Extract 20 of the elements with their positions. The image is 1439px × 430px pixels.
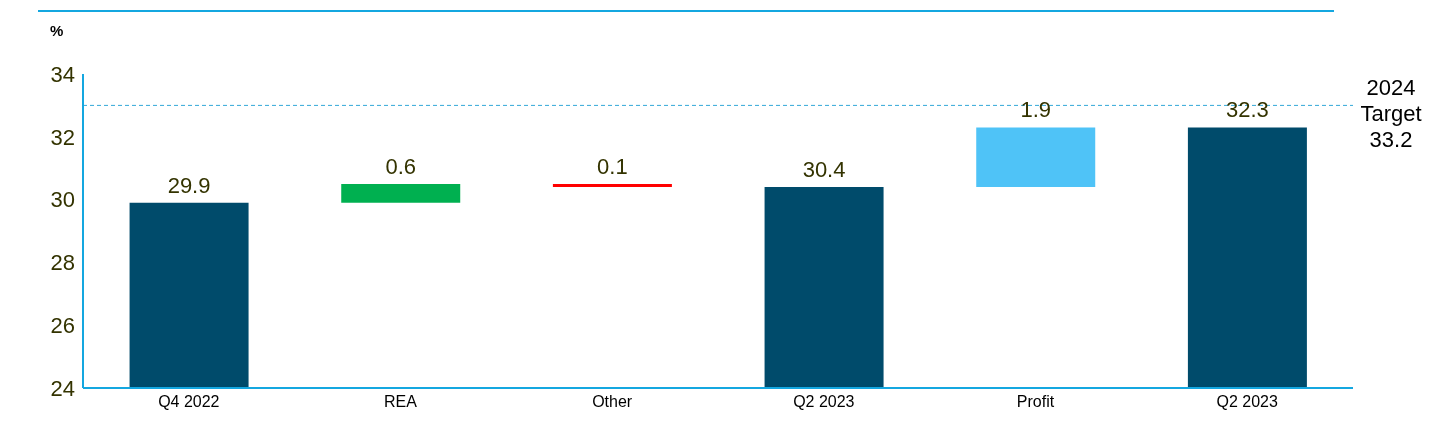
y-tick-label: 28 <box>50 250 75 276</box>
y-tick-label: 26 <box>50 313 75 339</box>
data-label: 0.1 <box>597 153 628 179</box>
x-tick-label: REA <box>384 393 418 411</box>
data-label: 29.9 <box>167 172 211 198</box>
y-tick-label: 32 <box>50 124 75 150</box>
y-axis-title: % <box>50 22 64 39</box>
data-label: 32.3 <box>1225 97 1269 123</box>
y-tick-label: 34 <box>50 61 75 87</box>
x-tick-label: Q2 2023 <box>793 393 855 411</box>
x-tick-label: Other <box>592 393 633 411</box>
x-tick-label: Q2 2023 <box>1216 393 1278 411</box>
x-tick-label: Profit <box>1016 393 1055 411</box>
data-label: 0.6 <box>385 153 417 179</box>
data-label: 1.9 <box>1020 97 1052 123</box>
ref-line-label: 2024 Target 33.2 <box>1360 75 1422 153</box>
y-tick-label: 30 <box>50 187 75 213</box>
x-tick-label: Q4 2022 <box>158 393 220 411</box>
y-tick-label: 24 <box>50 375 75 401</box>
data-label: 30.4 <box>802 157 846 183</box>
